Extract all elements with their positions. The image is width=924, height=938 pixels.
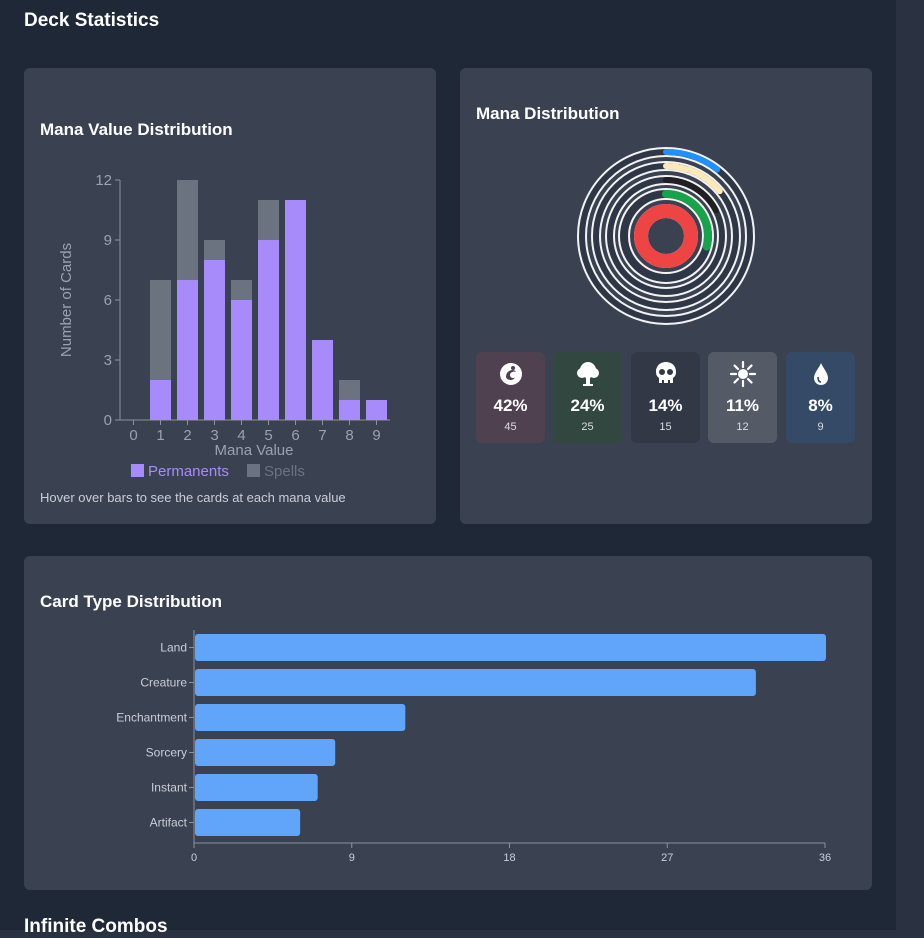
stat-count: 12 <box>736 421 749 433</box>
stat-percent: 11% <box>725 396 760 415</box>
sun-icon <box>708 360 777 388</box>
x-tick-label: 36 <box>819 852 831 864</box>
bar-permanents-6 <box>285 200 306 420</box>
ring-green <box>620 190 712 282</box>
x-tick-label: 5 <box>264 427 272 444</box>
mana-value-card: Mana Value Distribution 0 3 6 9 12 0 1 2 3 4 5 6 7 8 9… <box>24 68 436 524</box>
ring-white <box>593 163 739 309</box>
stat-percent: 24% <box>570 396 605 415</box>
x-tick-label: 9 <box>372 427 380 444</box>
y-tick-label: Enchantment <box>116 711 187 725</box>
main-content: Deck Statistics Mana Value Distribution … <box>0 0 896 937</box>
bar-land <box>195 634 826 661</box>
y-tick-label: Instant <box>151 781 188 795</box>
bar-spells-5 <box>258 200 279 240</box>
swirl-icon <box>476 360 545 388</box>
bar-permanents-2 <box>177 280 198 420</box>
ring-black <box>607 177 725 295</box>
bar-spells-1 <box>150 280 171 380</box>
scrollbar-track[interactable] <box>896 0 924 930</box>
legend-swatch-spells <box>247 464 260 477</box>
mana-distribution-title: Mana Distribution <box>476 104 620 123</box>
stat-percent: 8% <box>808 396 833 415</box>
x-tick-label: 4 <box>237 427 245 444</box>
bar-spells-4 <box>231 280 252 300</box>
bar-permanents-1 <box>150 380 171 420</box>
stat-count: 45 <box>504 421 517 433</box>
stat-blue[interactable]: 8% 9 <box>786 352 855 443</box>
y-tick-label: 6 <box>104 292 112 309</box>
card-type-title: Card Type Distribution <box>40 592 222 611</box>
x-tick-label: 6 <box>291 427 299 444</box>
y-tick-label: Creature <box>140 676 187 690</box>
card-type-card: Card Type Distribution Land Creature Encha… <box>24 556 872 890</box>
x-tick-label: 3 <box>210 427 218 444</box>
bar-artifact <box>195 809 301 836</box>
bar-permanents-7 <box>312 340 333 420</box>
card-type-chart: Land Creature Enchantment Sorcery Instant Art… <box>116 630 831 864</box>
y-tick-label: 12 <box>95 172 112 189</box>
x-tick-label: 9 <box>349 852 355 864</box>
x-tick-label: 0 <box>129 427 137 444</box>
stat-count: 15 <box>659 421 672 433</box>
legend-swatch-permanents <box>131 464 144 477</box>
stat-percent: 14% <box>648 396 683 415</box>
stat-black[interactable]: 14% 15 <box>631 352 700 443</box>
stat-red[interactable]: 42% 45 <box>476 352 545 443</box>
x-tick-label: 0 <box>191 852 197 864</box>
page-title: Deck Statistics <box>24 10 160 31</box>
bar-instant <box>195 774 318 801</box>
x-tick-label: 1 <box>156 427 164 444</box>
drop-icon <box>786 360 855 388</box>
stat-white[interactable]: 11% 12 <box>708 352 777 443</box>
y-axis-label: Number of Cards <box>58 243 75 357</box>
mana-rings-chart <box>577 147 755 325</box>
x-tick-label: 27 <box>661 852 673 864</box>
bar-permanents-5 <box>258 240 279 420</box>
x-tick-label: 7 <box>318 427 326 444</box>
tree-icon <box>553 360 622 388</box>
bar-permanents-8 <box>339 400 360 420</box>
y-tick-label: Artifact <box>150 816 188 830</box>
stat-percent: 42% <box>493 396 528 415</box>
ring-red <box>634 204 698 268</box>
mana-value-title: Mana Value Distribution <box>40 120 233 139</box>
x-tick-label: 2 <box>183 427 191 444</box>
x-tick-label: 8 <box>345 427 353 444</box>
chart-hint: Hover over bars to see the cards at each… <box>40 490 346 505</box>
y-tick-label: 0 <box>104 412 112 429</box>
bar-enchantment <box>195 704 406 731</box>
bar-permanents-9 <box>366 400 387 420</box>
stat-count: 25 <box>581 421 594 433</box>
bar-sorcery <box>195 739 336 766</box>
stat-green[interactable]: 24% 25 <box>553 352 622 443</box>
stat-count: 9 <box>817 421 824 433</box>
y-tick-label: Land <box>160 641 187 655</box>
y-tick-label: 3 <box>104 352 112 369</box>
x-axis-label: Mana Value <box>215 442 294 459</box>
y-tick-label: 9 <box>104 232 112 249</box>
ring-blue <box>579 149 753 323</box>
bar-permanents-3 <box>204 260 225 420</box>
skull-icon <box>631 360 700 388</box>
y-tick-label: Sorcery <box>146 746 187 760</box>
bar-spells-8 <box>339 380 360 400</box>
mana-distribution-card: Mana Distribution 42% 45 24% 25 14% 15 <box>460 68 872 524</box>
bar-creature <box>195 669 756 696</box>
legend-label-spells: Spells <box>264 463 305 480</box>
bar-permanents-4 <box>231 300 252 420</box>
x-tick-label: 18 <box>503 852 515 864</box>
infinite-combos-title: Infinite Combos <box>24 916 168 937</box>
bar-spells-2 <box>177 180 198 280</box>
bar-spells-3 <box>204 240 225 260</box>
legend-label-permanents: Permanents <box>148 463 229 480</box>
